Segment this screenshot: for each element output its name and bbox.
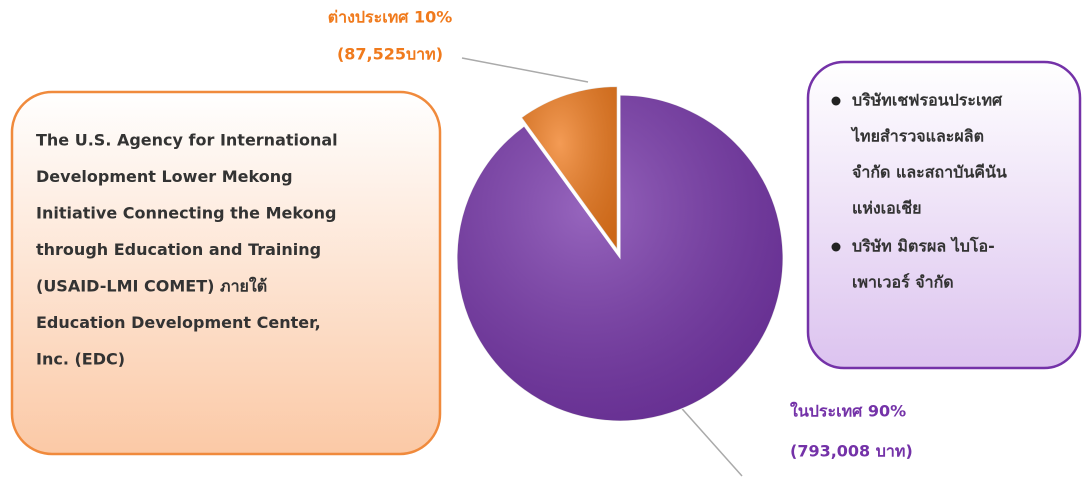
- slice-shade: [521, 86, 618, 250]
- right-box-text: บริษัท มิตรผล ไบโอ-: [852, 236, 995, 256]
- left-box-text: Development Lower Mekong: [36, 167, 293, 186]
- right-box-text: ไทยสำรวจและผลิต: [850, 127, 984, 146]
- right-box: [806, 60, 1082, 370]
- slice-shade: [456, 95, 783, 421]
- right-box-text: จำกัด และสถาบันคีนัน: [852, 163, 1007, 182]
- left-box-text: (USAID-LMI COMET) ภายใต้: [36, 277, 267, 296]
- slice-amount: (793,008 บาท): [790, 442, 913, 461]
- left-box-text: The U.S. Agency for International: [36, 131, 338, 150]
- slice-label: ต่างประเทศ 10%: [328, 8, 453, 27]
- slice-label: ในประเทศ 90%: [790, 402, 906, 421]
- slice-amount: (87,525บาท): [337, 45, 443, 64]
- leader-line: [461, 57, 589, 83]
- left-box-text: Initiative Connecting the Mekong: [36, 204, 336, 223]
- right-box-text: เพาเวอร์ จำกัด: [852, 273, 954, 292]
- pie: [456, 85, 784, 422]
- bullet: [831, 96, 841, 106]
- leader-line: [675, 401, 743, 477]
- left-box-text: Inc. (EDC): [36, 350, 125, 369]
- left-box-text: Education Development Center,: [36, 313, 321, 332]
- right-box-text: แห่งเอเชีย: [852, 199, 921, 218]
- left-box: [10, 90, 442, 456]
- left-box-text: through Education and Training: [36, 240, 321, 259]
- bullet: [831, 242, 841, 252]
- right-box-text: บริษัทเชฟรอนประเทศ: [852, 91, 1003, 110]
